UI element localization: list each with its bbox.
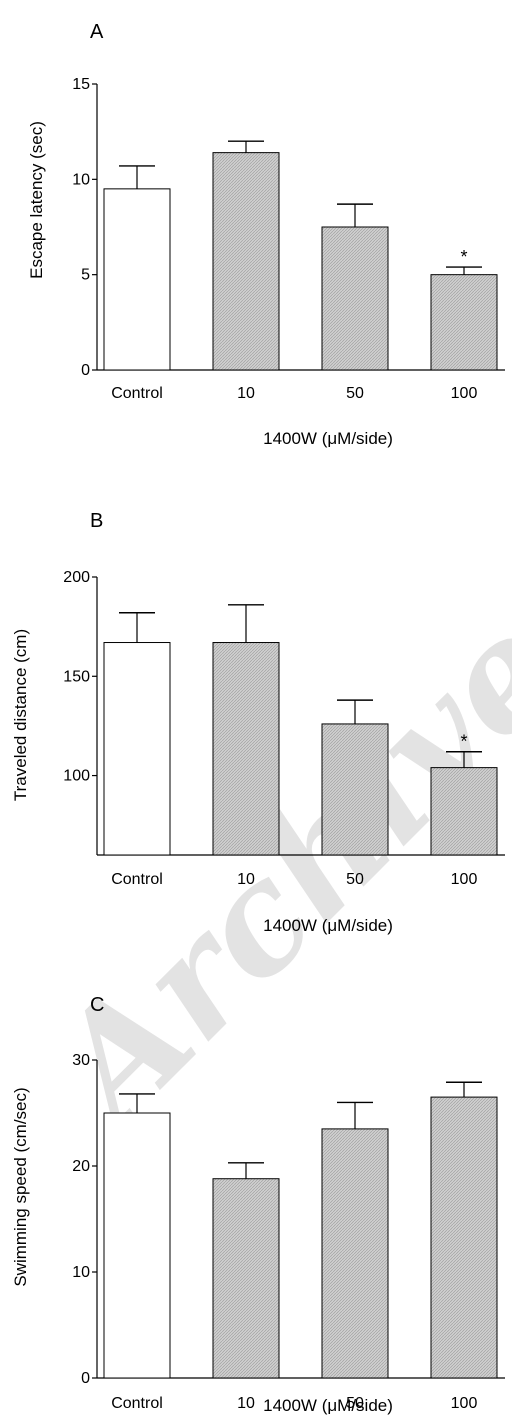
chart-panel-b: B 100 150 200 Control 10 50 * 100 Traveled dist… (11, 510, 505, 935)
y-tick-label-c: 10 (72, 1264, 90, 1281)
y-tick-label-c: 0 (81, 1370, 90, 1387)
x-axis-title-b: 1400W (μM/side) (263, 916, 393, 935)
bar-a-3 (430, 274, 498, 371)
x-tick-label-a-1: 10 (237, 385, 255, 402)
bar-c-0 (103, 1112, 171, 1379)
y-tick-label-c: 30 (72, 1052, 90, 1069)
x-tick-label-c-3: 100 (451, 1395, 478, 1412)
bar-a-0 (103, 188, 171, 371)
significance-marker-a-3: * (460, 247, 467, 267)
y-axis-title-c: Swimming speed (cm/sec) (11, 1087, 30, 1286)
x-axis-title-c: 1400W (μM/side) (263, 1396, 393, 1415)
x-tick-label-c-2: 50 (346, 1395, 364, 1412)
bar-a-1 (212, 152, 280, 371)
y-tick-label-a: 15 (72, 76, 90, 93)
bar-c-3 (430, 1096, 498, 1379)
bar-b-3 (430, 767, 498, 856)
y-tick-label-b: 150 (63, 668, 90, 685)
y-tick-label-a: 5 (81, 267, 90, 284)
bar-b-0 (103, 642, 171, 856)
bar-a-2 (321, 226, 389, 371)
panel-label-b: B (90, 510, 103, 532)
y-tick-label-b: 100 (63, 768, 90, 785)
y-tick-label-a: 0 (81, 362, 90, 379)
chart-panel-c: C 0 10 20 30 Control 10 50 100 Swimming speed (… (11, 994, 505, 1415)
x-tick-label-a-0: Control (111, 385, 163, 402)
y-axis-title-a: Escape latency (sec) (27, 121, 46, 279)
plot-area-a: 0 5 10 15 Control 10 50 * 100 (72, 76, 505, 402)
bar-c-1 (212, 1178, 280, 1379)
significance-marker-b-3: * (460, 732, 467, 752)
x-tick-label-a-3: 100 (451, 385, 478, 402)
x-tick-label-b-0: Control (111, 871, 163, 888)
bar-c-2 (321, 1128, 389, 1379)
x-tick-label-a-2: 50 (346, 385, 364, 402)
bar-b-2 (321, 723, 389, 856)
chart-panel-a: A 0 5 10 15 Control 10 50 * 100 Escape latency (… (27, 21, 505, 448)
plot-area-b: 100 150 200 Control 10 50 * 100 (63, 569, 505, 888)
y-tick-label-b: 200 (63, 569, 90, 586)
x-tick-label-c-0: Control (111, 1395, 163, 1412)
x-tick-label-b-2: 50 (346, 871, 364, 888)
x-tick-label-b-3: 100 (451, 871, 478, 888)
x-tick-label-c-1: 10 (237, 1395, 255, 1412)
bar-b-1 (212, 642, 280, 856)
plot-area-c: 0 10 20 30 Control 10 50 100 (72, 1052, 505, 1412)
panel-label-a: A (90, 21, 104, 43)
x-tick-label-b-1: 10 (237, 871, 255, 888)
y-tick-label-a: 10 (72, 171, 90, 188)
x-axis-title-a: 1400W (μM/side) (263, 429, 393, 448)
y-axis-title-b: Traveled distance (cm) (11, 629, 30, 801)
panel-label-c: C (90, 994, 104, 1016)
y-tick-label-c: 20 (72, 1158, 90, 1175)
